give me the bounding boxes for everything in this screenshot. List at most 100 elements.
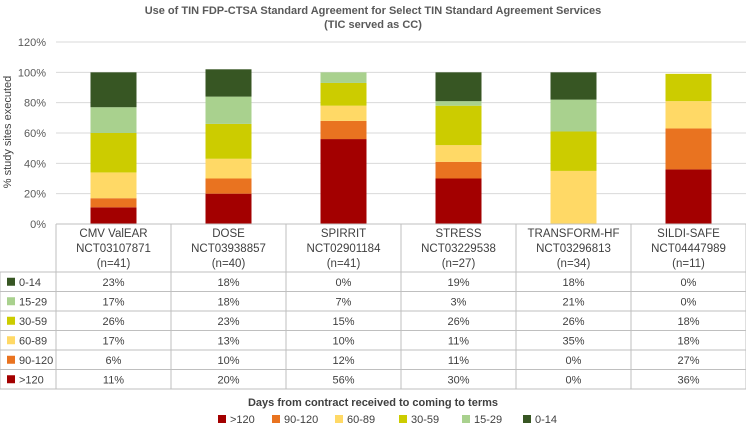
row-label: >120	[19, 374, 44, 386]
table-cell: 26%	[447, 316, 469, 328]
table-cell: 10%	[332, 335, 354, 347]
bar-segment	[205, 193, 252, 224]
bar-segment	[205, 178, 252, 194]
legend-label: 30-59	[411, 414, 439, 425]
category-id: NCT03229538	[421, 243, 496, 255]
bar-segment	[320, 120, 367, 140]
legend-label: 60-89	[347, 414, 375, 425]
row-legend-key	[7, 297, 15, 306]
legend-swatch	[523, 415, 531, 423]
bar-segment	[435, 161, 482, 179]
table-cell: 0%	[566, 355, 582, 367]
table-cell: 3%	[451, 296, 467, 308]
legend-swatch	[462, 415, 470, 423]
gridlines	[56, 41, 746, 225]
table-cell: 10%	[217, 355, 239, 367]
table-cell: 0%	[566, 374, 582, 386]
table-cell: 0%	[681, 277, 697, 289]
bar-segment	[320, 72, 367, 83]
category-id: NCT03296813	[536, 243, 611, 255]
bar-segment	[435, 101, 482, 106]
data-table: CMV ValEAR NCT03107871 (n=41) DOSE NCT039388…	[0, 223, 746, 390]
row-label: 60-89	[19, 335, 47, 347]
y-tick-label: 80%	[24, 98, 46, 110]
category-n: (n=11)	[672, 258, 705, 270]
table-cell: 13%	[217, 335, 239, 347]
row-label: 90-120	[19, 355, 53, 367]
bar-segment	[435, 72, 482, 102]
table-cell: 23%	[102, 277, 124, 289]
x-axis-title: Days from contract received to coming to…	[248, 397, 498, 409]
table-cell: 15%	[332, 316, 354, 328]
chart-title: Use of TIN FDP-CTSA Standard Agreement f…	[145, 5, 602, 17]
bar-segment	[90, 172, 137, 199]
category-id: NCT03938857	[191, 243, 266, 255]
y-tick-label: 0%	[30, 219, 46, 231]
category-n: (n=41)	[327, 258, 361, 270]
legend-label: 15-29	[474, 414, 502, 425]
bar-segment	[205, 158, 252, 179]
table-cell: 11%	[448, 335, 469, 347]
bar-segment	[90, 133, 137, 173]
table-cell: 23%	[217, 316, 239, 328]
category-name: DOSE	[212, 228, 245, 240]
bar-segment	[90, 107, 137, 133]
table-cell: 11%	[103, 374, 124, 386]
y-tick-label: 40%	[24, 158, 46, 170]
category-id: NCT02901184	[307, 243, 382, 255]
category-n: (n=34)	[557, 258, 591, 270]
table-cell: 0%	[336, 277, 352, 289]
category-n: (n=41)	[97, 258, 131, 270]
table-cell: 21%	[562, 296, 584, 308]
table-cell: 17%	[102, 296, 124, 308]
category-n: (n=40)	[212, 258, 246, 270]
bar-segment	[435, 178, 482, 224]
bar-segment	[320, 82, 367, 106]
bar-segment	[550, 99, 597, 132]
bar-segment	[665, 128, 712, 170]
row-legend-key	[7, 355, 15, 364]
table-cell: 6%	[106, 355, 122, 367]
table-cell: 11%	[448, 355, 469, 367]
bar-segment	[550, 72, 597, 100]
category-name: SILDI-SAFE	[657, 228, 720, 240]
legend-swatch	[335, 415, 343, 423]
table-cell: 56%	[332, 374, 354, 386]
table-cell: 35%	[562, 335, 584, 347]
row-label: 0-14	[19, 277, 41, 289]
category-id: NCT04447989	[651, 243, 726, 255]
y-tick-label: 20%	[24, 189, 46, 201]
row-legend-key	[7, 375, 15, 384]
table-cell: 27%	[677, 355, 699, 367]
category-n: (n=27)	[442, 258, 476, 270]
bar-segment	[90, 198, 137, 208]
legend-swatch	[272, 415, 280, 423]
bar-segment	[550, 131, 597, 171]
legend-label: 0-14	[535, 414, 557, 425]
row-legend-key	[7, 277, 15, 286]
bar-segment	[90, 72, 137, 108]
bar-segment	[435, 105, 482, 146]
category-name: CMV ValEAR	[79, 228, 147, 240]
table-cell: 18%	[217, 296, 239, 308]
table-cell: 7%	[336, 296, 352, 308]
category-id: NCT03107871	[76, 243, 151, 255]
bars	[90, 69, 712, 224]
bar-segment	[665, 73, 712, 102]
table-cell: 18%	[562, 277, 584, 289]
table-cell: 26%	[562, 316, 584, 328]
category-name: SPIRRIT	[321, 228, 366, 240]
table-cell: 30%	[447, 374, 469, 386]
y-axis-title: % study sites executed	[2, 76, 14, 189]
bar-segment	[90, 207, 137, 224]
bar-segment	[205, 123, 252, 159]
table-cell: 18%	[217, 277, 239, 289]
table-cell: 18%	[677, 316, 699, 328]
y-tick-label: 120%	[18, 37, 46, 49]
table-cell: 0%	[681, 296, 697, 308]
bar-segment	[665, 169, 712, 224]
bar-segment	[320, 139, 367, 224]
table-cell: 12%	[332, 355, 354, 367]
bar-segment	[205, 96, 252, 124]
